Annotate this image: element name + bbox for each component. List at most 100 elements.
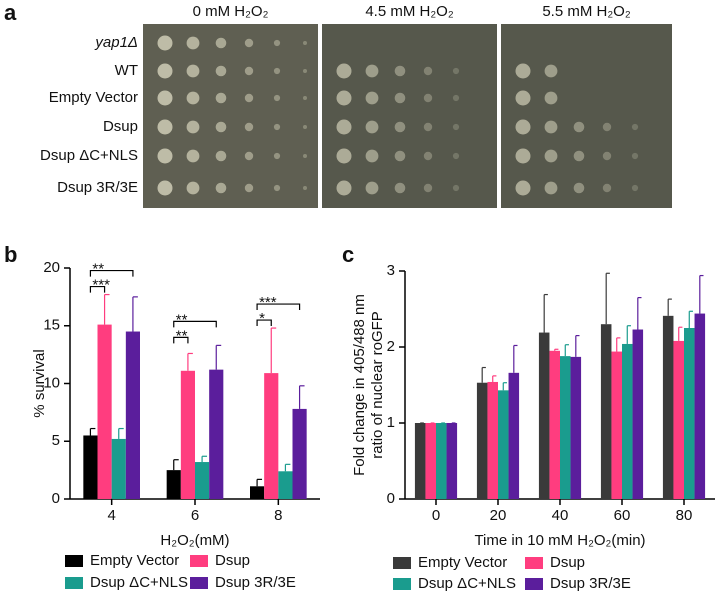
significance-label: *** bbox=[92, 277, 110, 294]
x-tick-label: 0 bbox=[432, 507, 440, 524]
spot bbox=[336, 90, 352, 106]
legend-label: Dsup ΔC+NLS bbox=[418, 575, 516, 592]
legend-swatch bbox=[525, 578, 543, 590]
spot bbox=[215, 121, 227, 133]
spot bbox=[244, 38, 254, 48]
y-axis-label: ratio of nuclear roGFP bbox=[369, 311, 386, 459]
legend-label: Dsup 3R/3E bbox=[215, 574, 296, 591]
spot bbox=[423, 93, 433, 103]
significance-bracket bbox=[89, 285, 106, 293]
panel-label: c bbox=[342, 242, 354, 267]
y-tick-label: 10 bbox=[43, 374, 60, 391]
legend-label: Dsup 3R/3E bbox=[550, 575, 631, 592]
x-tick-label: 60 bbox=[614, 507, 631, 524]
legend-label: Dsup bbox=[215, 552, 250, 569]
spot bbox=[273, 123, 281, 131]
spot bbox=[186, 91, 200, 105]
spot bbox=[157, 148, 173, 164]
spot bbox=[244, 66, 254, 76]
y-tick-label: 2 bbox=[387, 338, 395, 355]
spot bbox=[157, 90, 173, 106]
significance-bracket bbox=[256, 303, 301, 311]
spot bbox=[186, 64, 200, 78]
x-tick-label: 6 bbox=[191, 507, 199, 524]
bar bbox=[498, 390, 509, 499]
spot bbox=[394, 150, 406, 162]
row-label: Empty Vector bbox=[49, 89, 138, 106]
spot bbox=[573, 150, 585, 162]
spot bbox=[423, 122, 433, 132]
spot bbox=[452, 152, 460, 160]
bar bbox=[83, 435, 98, 499]
spot bbox=[157, 35, 173, 51]
spot bbox=[336, 63, 352, 79]
spot bbox=[423, 66, 433, 76]
bar bbox=[180, 370, 195, 499]
spot bbox=[303, 69, 307, 73]
spot bbox=[273, 184, 281, 192]
bar bbox=[476, 382, 488, 499]
bar bbox=[632, 329, 644, 499]
spot bbox=[336, 148, 352, 164]
legend-label: Empty Vector bbox=[90, 552, 179, 569]
row-label: Dsup 3R/3E bbox=[57, 179, 138, 196]
bar bbox=[292, 408, 307, 499]
bar bbox=[125, 331, 140, 499]
legend-swatch bbox=[393, 557, 411, 569]
significance-label: ** bbox=[92, 261, 104, 278]
spot bbox=[273, 152, 281, 160]
bar bbox=[694, 313, 706, 499]
spot bbox=[423, 183, 433, 193]
bar bbox=[97, 324, 112, 499]
bar bbox=[425, 423, 436, 499]
bar bbox=[600, 324, 612, 499]
spot bbox=[303, 41, 307, 45]
bar bbox=[195, 462, 210, 499]
x-tick-label: 8 bbox=[274, 507, 282, 524]
spot bbox=[423, 151, 433, 161]
spot bbox=[215, 182, 227, 194]
legend-swatch bbox=[65, 577, 83, 589]
y-tick-label: 5 bbox=[52, 432, 60, 449]
spot bbox=[394, 92, 406, 104]
spot bbox=[365, 181, 379, 195]
column-header: 0 mM H₂O₂ bbox=[193, 3, 269, 20]
spot bbox=[215, 150, 227, 162]
spot bbox=[157, 119, 173, 135]
spot bbox=[602, 183, 612, 193]
legend-swatch bbox=[393, 578, 411, 590]
spot bbox=[157, 63, 173, 79]
y-tick-label: 3 bbox=[387, 262, 395, 279]
spot bbox=[244, 93, 254, 103]
significance-label: *** bbox=[259, 294, 277, 311]
legend-swatch bbox=[190, 577, 208, 589]
x-tick-label: 20 bbox=[490, 507, 507, 524]
spot bbox=[631, 184, 639, 192]
legend-label: Empty Vector bbox=[418, 554, 507, 571]
spot bbox=[394, 121, 406, 133]
panel-label: a bbox=[4, 0, 17, 25]
bar bbox=[662, 315, 674, 499]
x-axis-label: H₂O₂(mM) bbox=[160, 532, 229, 549]
spot bbox=[186, 36, 200, 50]
y-tick-label: 15 bbox=[43, 317, 60, 334]
spot bbox=[157, 180, 173, 196]
spot bbox=[452, 94, 460, 102]
bar bbox=[446, 423, 458, 499]
bar bbox=[673, 340, 684, 499]
spot bbox=[452, 123, 460, 131]
spot bbox=[544, 149, 558, 163]
spot bbox=[515, 63, 531, 79]
spot bbox=[186, 181, 200, 195]
legend-swatch bbox=[525, 557, 543, 569]
column-header: 4.5 mM H₂O₂ bbox=[365, 3, 454, 20]
spot bbox=[303, 96, 307, 100]
y-axis-label: % survival bbox=[31, 349, 48, 417]
spot bbox=[365, 64, 379, 78]
y-tick-label: 1 bbox=[387, 414, 395, 431]
column-header: 5.5 mM H₂O₂ bbox=[542, 3, 631, 20]
significance-bracket bbox=[89, 269, 134, 277]
bar bbox=[549, 350, 560, 499]
bar bbox=[487, 381, 498, 499]
